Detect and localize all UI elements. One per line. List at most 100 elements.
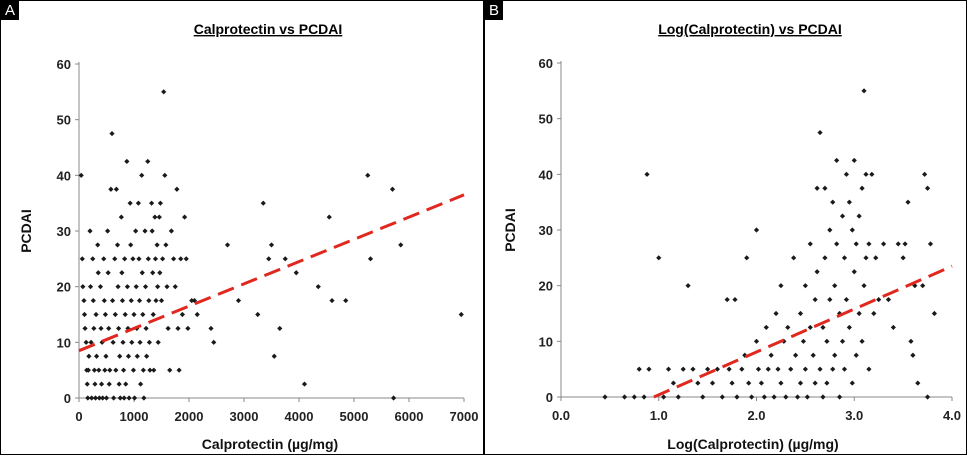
b-data-point bbox=[763, 324, 769, 331]
a-x-tick-label: 0 bbox=[75, 409, 82, 424]
b-data-point bbox=[827, 296, 833, 303]
b-data-point bbox=[849, 227, 855, 233]
a-data-point bbox=[116, 381, 122, 387]
a-data-point bbox=[178, 256, 184, 262]
a-data-point bbox=[135, 200, 141, 206]
b-x-tick-label: 1.0 bbox=[650, 408, 668, 423]
a-y-tick-label: 30 bbox=[57, 224, 71, 239]
b-data-point bbox=[778, 380, 784, 386]
a-data-point bbox=[150, 311, 156, 318]
a-data-point bbox=[125, 353, 132, 359]
b-data-point bbox=[812, 296, 818, 303]
a-data-point bbox=[106, 381, 112, 387]
a-data-point bbox=[174, 186, 180, 192]
a-data-point bbox=[271, 353, 277, 359]
a-data-point bbox=[105, 228, 111, 234]
a-data-point bbox=[91, 367, 97, 373]
b-data-point bbox=[814, 269, 820, 275]
b-data-point bbox=[705, 366, 711, 372]
b-data-point bbox=[839, 338, 846, 344]
a-data-point bbox=[106, 325, 112, 332]
a-data-point bbox=[365, 172, 371, 178]
b-data-point bbox=[695, 380, 701, 386]
b-data-point bbox=[802, 366, 808, 372]
a-data-point bbox=[389, 186, 396, 192]
b-data-point bbox=[863, 255, 869, 261]
b-data-point bbox=[800, 338, 807, 344]
a-data-point bbox=[277, 325, 283, 332]
b-data-point bbox=[856, 310, 862, 317]
a-data-point bbox=[189, 297, 195, 304]
b-data-point bbox=[869, 171, 875, 177]
b-data-point bbox=[822, 185, 828, 191]
a-data-point bbox=[138, 381, 144, 387]
a-trendline bbox=[78, 193, 465, 353]
a-data-point bbox=[103, 395, 110, 401]
a-data-point bbox=[107, 367, 113, 373]
b-data-point bbox=[802, 283, 808, 289]
a-data-point bbox=[97, 284, 104, 290]
b-data-point bbox=[834, 241, 840, 247]
b-data-point bbox=[861, 88, 867, 94]
a-data-point bbox=[87, 228, 93, 234]
a-chart-title: Calprotectin vs PCDAI bbox=[194, 21, 343, 37]
a-data-point bbox=[86, 353, 92, 359]
b-data-point bbox=[866, 366, 872, 372]
b-data-point bbox=[900, 255, 906, 261]
a-data-point bbox=[83, 339, 89, 345]
a-data-point bbox=[152, 256, 159, 262]
b-data-point bbox=[861, 283, 867, 289]
a-data-point bbox=[85, 367, 91, 373]
a-data-point bbox=[119, 270, 125, 276]
a-data-point bbox=[367, 256, 374, 262]
a-data-point bbox=[160, 256, 166, 262]
a-data-point bbox=[108, 186, 114, 192]
a-data-point bbox=[99, 339, 105, 345]
a-data-point bbox=[268, 242, 275, 248]
a-data-point bbox=[282, 256, 288, 262]
b-data-point bbox=[753, 338, 760, 344]
a-data-point bbox=[149, 200, 155, 206]
a-data-point bbox=[145, 256, 151, 262]
b-data-point bbox=[859, 185, 865, 191]
a-data-point bbox=[194, 311, 200, 318]
b-data-point bbox=[824, 338, 830, 344]
a-data-point bbox=[120, 339, 126, 345]
b-x-tick-label: 2.0 bbox=[747, 408, 765, 423]
a-data-point bbox=[121, 395, 127, 401]
a-y-tick-label: 10 bbox=[57, 335, 71, 350]
b-data-point bbox=[853, 352, 859, 358]
b-data-point bbox=[661, 394, 667, 400]
a-data-point bbox=[80, 284, 86, 290]
b-data-point bbox=[841, 366, 848, 372]
a-data-point bbox=[185, 325, 191, 332]
b-data-point bbox=[768, 352, 774, 358]
a-data-point bbox=[116, 325, 122, 332]
a-data-point bbox=[146, 339, 152, 345]
a-data-point bbox=[117, 353, 123, 359]
b-x-axis-label: Log(Calprotectin) (µg/mg) bbox=[667, 436, 838, 452]
b-data-point bbox=[807, 324, 813, 331]
a-x-tick-label: 7000 bbox=[450, 409, 479, 424]
b-data-point bbox=[797, 310, 804, 317]
b-data-point bbox=[732, 296, 738, 303]
b-data-point bbox=[765, 366, 771, 372]
a-data-point bbox=[101, 256, 107, 262]
a-data-point bbox=[81, 311, 88, 318]
a-data-point bbox=[113, 367, 119, 373]
a-data-point bbox=[78, 172, 84, 178]
a-data-point bbox=[90, 256, 96, 262]
a-data-point bbox=[156, 214, 162, 220]
b-data-point bbox=[656, 255, 662, 261]
a-data-point bbox=[103, 353, 109, 359]
a-data-point bbox=[458, 311, 464, 318]
b-data-point bbox=[822, 255, 828, 261]
a-data-point bbox=[153, 297, 159, 304]
a-data-point bbox=[131, 395, 138, 401]
a-data-point bbox=[149, 228, 155, 234]
b-data-point bbox=[785, 324, 791, 331]
a-data-point bbox=[88, 339, 94, 345]
b-y-tick-label: 60 bbox=[539, 56, 553, 71]
a-data-point bbox=[85, 395, 91, 401]
b-data-point bbox=[912, 283, 918, 289]
